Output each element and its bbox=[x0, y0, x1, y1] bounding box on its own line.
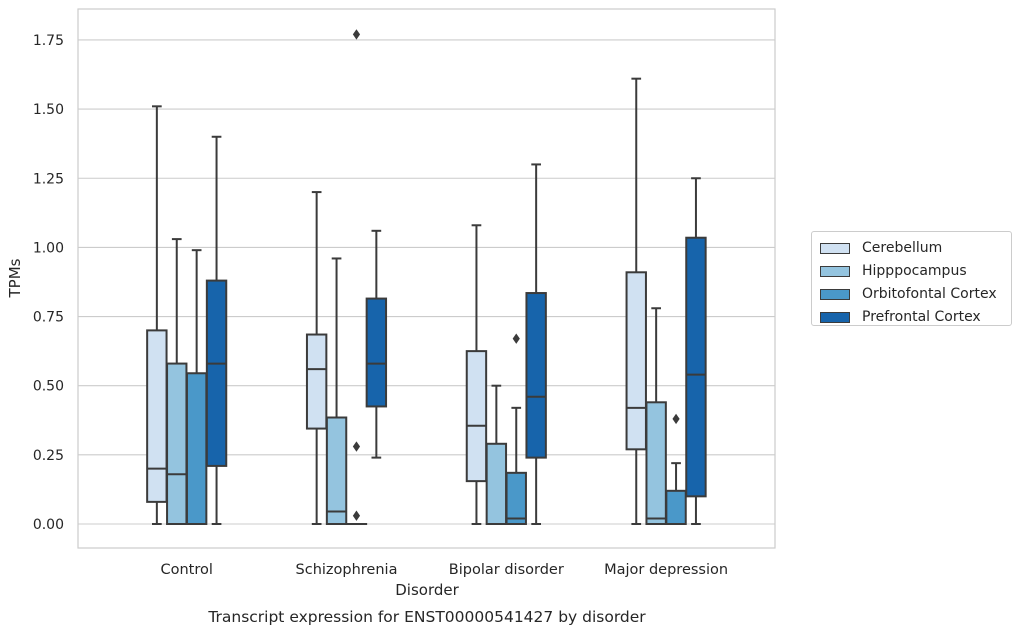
box-iqr bbox=[625, 271, 647, 451]
box-hipppocampus-control bbox=[166, 238, 188, 525]
box-cerebellum-control bbox=[146, 105, 168, 525]
legend-item-prefrontal-cortex: Prefrontal Cortex bbox=[820, 306, 1003, 328]
legend-swatch-cerebellum bbox=[820, 242, 850, 254]
box-orbitofontal-cortex-major-depression bbox=[665, 413, 687, 526]
y-tick-label: 1.75 bbox=[33, 33, 64, 49]
box-iqr bbox=[166, 362, 188, 525]
y-tick-label: 0.50 bbox=[33, 379, 64, 395]
legend-swatch-prefrontal-cortex bbox=[820, 311, 850, 323]
box-iqr bbox=[305, 333, 328, 430]
y-tick-label: 1.50 bbox=[33, 102, 64, 118]
legend-label-cerebellum: Cerebellum bbox=[862, 240, 943, 256]
y-tick-label: 0.25 bbox=[33, 448, 64, 464]
box-prefrontal-cortex-major-depression bbox=[685, 177, 707, 525]
x-tick-label: Control bbox=[160, 562, 212, 578]
box-prefrontal-cortex-control bbox=[205, 135, 228, 525]
x-tick-label: Major depression bbox=[604, 562, 728, 578]
chart-title: Transcript expression for ENST0000054142… bbox=[207, 608, 646, 626]
y-tick-label: 0.00 bbox=[33, 517, 64, 533]
box-cerebellum-major-depression bbox=[625, 77, 647, 525]
box-iqr bbox=[645, 401, 667, 525]
legend-swatch-orbitofrontal-cortex bbox=[820, 288, 850, 300]
legend-item-hippocampus: Hipppocampus bbox=[820, 260, 1003, 282]
x-axis-tick-labels: Control Schizophrenia Bipolar disorder Majo… bbox=[160, 562, 728, 578]
box-hipppocampus-major-depression bbox=[645, 307, 667, 525]
box-iqr bbox=[505, 471, 527, 526]
x-tick-label: Bipolar disorder bbox=[449, 562, 564, 578]
box-iqr bbox=[185, 372, 208, 525]
box-iqr bbox=[205, 279, 228, 467]
outlier-point bbox=[352, 510, 361, 521]
y-tick-label: 0.75 bbox=[33, 310, 64, 326]
legend-label-prefrontal-cortex: Prefrontal Cortex bbox=[862, 309, 981, 325]
y-tick-label: 1.25 bbox=[33, 171, 64, 187]
y-axis-label: TPMs bbox=[6, 258, 24, 298]
x-tick-label: Schizophrenia bbox=[296, 562, 398, 578]
box-iqr bbox=[665, 489, 687, 526]
box-iqr bbox=[365, 297, 388, 408]
legend-item-orbitofrontal-cortex: Orbitofontal Cortex bbox=[820, 283, 1003, 305]
box-iqr bbox=[146, 329, 168, 503]
legend-label-hippocampus: Hipppocampus bbox=[862, 263, 967, 279]
box-iqr bbox=[485, 442, 508, 526]
box-orbitofontal-cortex-schizophrenia bbox=[345, 29, 368, 526]
legend-label-orbitofrontal-cortex: Orbitofontal Cortex bbox=[862, 286, 997, 302]
legend-item-cerebellum: Cerebellum bbox=[820, 237, 1003, 259]
y-tick-label: 1.00 bbox=[33, 240, 64, 256]
box-cerebellum-bipolar-disorder bbox=[465, 224, 488, 525]
box-iqr bbox=[525, 292, 547, 459]
legend-swatch-hippocampus bbox=[820, 265, 850, 277]
box-iqr bbox=[685, 236, 707, 498]
box-iqr bbox=[465, 350, 488, 483]
legend: Cerebellum Hipppocampus Orbitofontal Cor… bbox=[811, 231, 1012, 326]
outlier-point bbox=[512, 333, 520, 344]
outlier-point bbox=[352, 29, 361, 40]
box-hipppocampus-schizophrenia bbox=[325, 257, 348, 525]
box-prefrontal-cortex-bipolar-disorder bbox=[525, 163, 547, 525]
box-prefrontal-cortex-schizophrenia bbox=[365, 229, 388, 459]
box-orbitofontal-cortex-bipolar-disorder bbox=[505, 333, 527, 526]
outlier-point bbox=[672, 413, 680, 425]
box-iqr bbox=[325, 416, 348, 525]
outlier-point bbox=[352, 441, 361, 452]
x-axis-label: Disorder bbox=[395, 581, 459, 599]
box-cerebellum-schizophrenia bbox=[305, 191, 328, 525]
y-axis-tick-labels: 0.00 0.25 0.50 0.75 1.00 1.25 1.50 1.75 bbox=[33, 33, 64, 533]
boxes bbox=[146, 29, 707, 526]
